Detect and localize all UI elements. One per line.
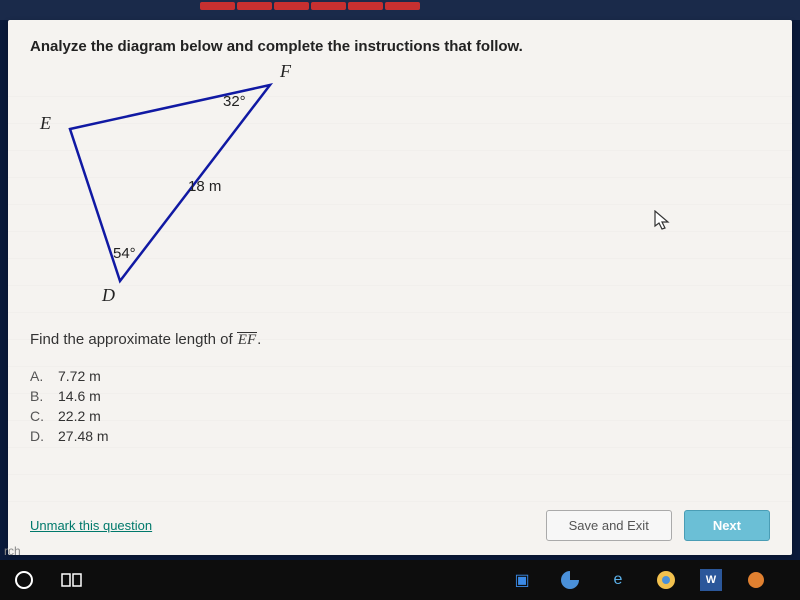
unmark-link[interactable]: Unmark this question xyxy=(30,518,152,533)
vertex-f-label: F xyxy=(280,61,291,82)
choice-letter: C. xyxy=(30,408,58,424)
app-icon[interactable]: ▣ xyxy=(508,566,536,594)
question-suffix: . xyxy=(257,331,261,348)
cursor-icon xyxy=(654,210,672,232)
cortana-icon[interactable] xyxy=(10,566,38,594)
misc-icon[interactable] xyxy=(742,566,770,594)
instructions-text: Analyze the diagram below and complete t… xyxy=(30,38,770,55)
task-view-icon[interactable] xyxy=(58,566,86,594)
choice-text: 27.48 m xyxy=(58,428,109,444)
vertex-d-label: D xyxy=(102,285,115,306)
windows-taskbar[interactable]: ▣ e W xyxy=(0,560,800,600)
save-exit-button[interactable]: Save and Exit xyxy=(546,510,672,541)
word-icon[interactable]: W xyxy=(700,569,722,591)
footer-buttons: Save and Exit Next xyxy=(546,510,770,541)
choice-letter: A. xyxy=(30,368,58,384)
next-button[interactable]: Next xyxy=(684,510,770,541)
card-footer: Unmark this question Save and Exit Next xyxy=(30,510,770,541)
choice-letter: D. xyxy=(30,428,58,444)
choice-text: 7.72 m xyxy=(58,368,101,384)
vertex-e-label: E xyxy=(40,113,51,134)
angle-f-label: 32° xyxy=(223,93,246,110)
triangle-svg xyxy=(30,63,330,313)
side-fd-label: 18 m xyxy=(188,178,221,195)
segment-ef: EF xyxy=(237,332,257,347)
choice-c[interactable]: C. 22.2 m xyxy=(30,408,770,424)
chrome-icon[interactable] xyxy=(652,566,680,594)
angle-d-label: 54° xyxy=(113,245,136,262)
choice-text: 22.2 m xyxy=(58,408,101,424)
edge-icon[interactable] xyxy=(556,566,584,594)
question-card: Analyze the diagram below and complete t… xyxy=(8,20,792,555)
choice-text: 14.6 m xyxy=(58,388,101,404)
window-tabs-backdrop xyxy=(0,0,800,20)
ie-icon[interactable]: e xyxy=(604,566,632,594)
triangle-shape xyxy=(70,85,270,281)
choice-b[interactable]: B. 14.6 m xyxy=(30,388,770,404)
search-hint-fragment: rch xyxy=(4,544,21,558)
question-prompt: Find the approximate length of EF. xyxy=(30,331,770,348)
triangle-diagram: E F D 32° 54° 18 m xyxy=(30,63,330,313)
choice-letter: B. xyxy=(30,388,58,404)
choice-a[interactable]: A. 7.72 m xyxy=(30,368,770,384)
question-prefix: Find the approximate length of xyxy=(30,331,237,348)
choice-d[interactable]: D. 27.48 m xyxy=(30,428,770,444)
answer-choices: A. 7.72 m B. 14.6 m C. 22.2 m D. 27.48 m xyxy=(30,368,770,444)
